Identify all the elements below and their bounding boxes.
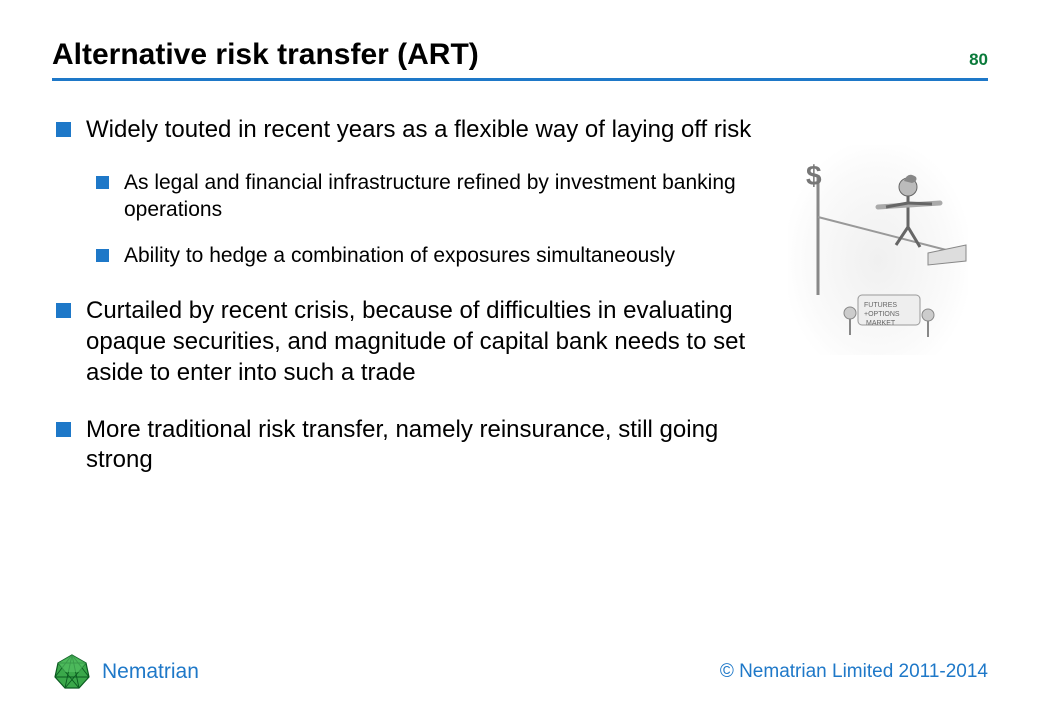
sub-bullet-list: As legal and financial infrastructure re… (86, 170, 770, 271)
bullet-text: Curtailed by recent crisis, because of d… (86, 297, 745, 385)
illustration-column: $ F (788, 115, 988, 355)
bullet-item: Curtailed by recent crisis, because of d… (52, 296, 770, 388)
svg-text:MARKET: MARKET (866, 320, 896, 327)
svg-text:$: $ (806, 160, 822, 191)
footer-copyright: © Nematrian Limited 2011-2014 (720, 661, 988, 683)
bullet-text: Widely touted in recent years as a flexi… (86, 116, 751, 143)
bullet-list: Widely touted in recent years as a flexi… (52, 115, 770, 476)
bullet-item: Widely touted in recent years as a flexi… (52, 115, 770, 270)
slide-footer: Nematrian © Nematrian Limited 2011-2014 (52, 652, 988, 692)
bullet-text: More traditional risk transfer, namely r… (86, 416, 718, 474)
nematrian-logo-icon (52, 652, 92, 692)
sub-bullet-item: Ability to hedge a combination of exposu… (94, 243, 770, 270)
sub-bullet-text: Ability to hedge a combination of exposu… (124, 244, 675, 267)
slide-content: Widely touted in recent years as a flexi… (52, 115, 988, 502)
slide-title: Alternative risk transfer (ART) (52, 38, 479, 72)
bullet-item: More traditional risk transfer, namely r… (52, 415, 770, 476)
text-column: Widely touted in recent years as a flexi… (52, 115, 788, 502)
slide: Alternative risk transfer (ART) 80 Widel… (0, 0, 1040, 720)
tightrope-illustration: $ F (788, 145, 968, 355)
svg-text:+OPTIONS: +OPTIONS (864, 311, 900, 318)
svg-text:FUTURES: FUTURES (864, 302, 897, 309)
sub-bullet-item: As legal and financial infrastructure re… (94, 170, 770, 224)
sub-bullet-text: As legal and financial infrastructure re… (124, 171, 736, 221)
footer-brand: Nematrian (102, 660, 199, 684)
slide-header: Alternative risk transfer (ART) 80 (52, 38, 988, 81)
page-number: 80 (969, 50, 988, 72)
footer-left: Nematrian (52, 652, 199, 692)
tightrope-svg: $ F (788, 145, 968, 355)
